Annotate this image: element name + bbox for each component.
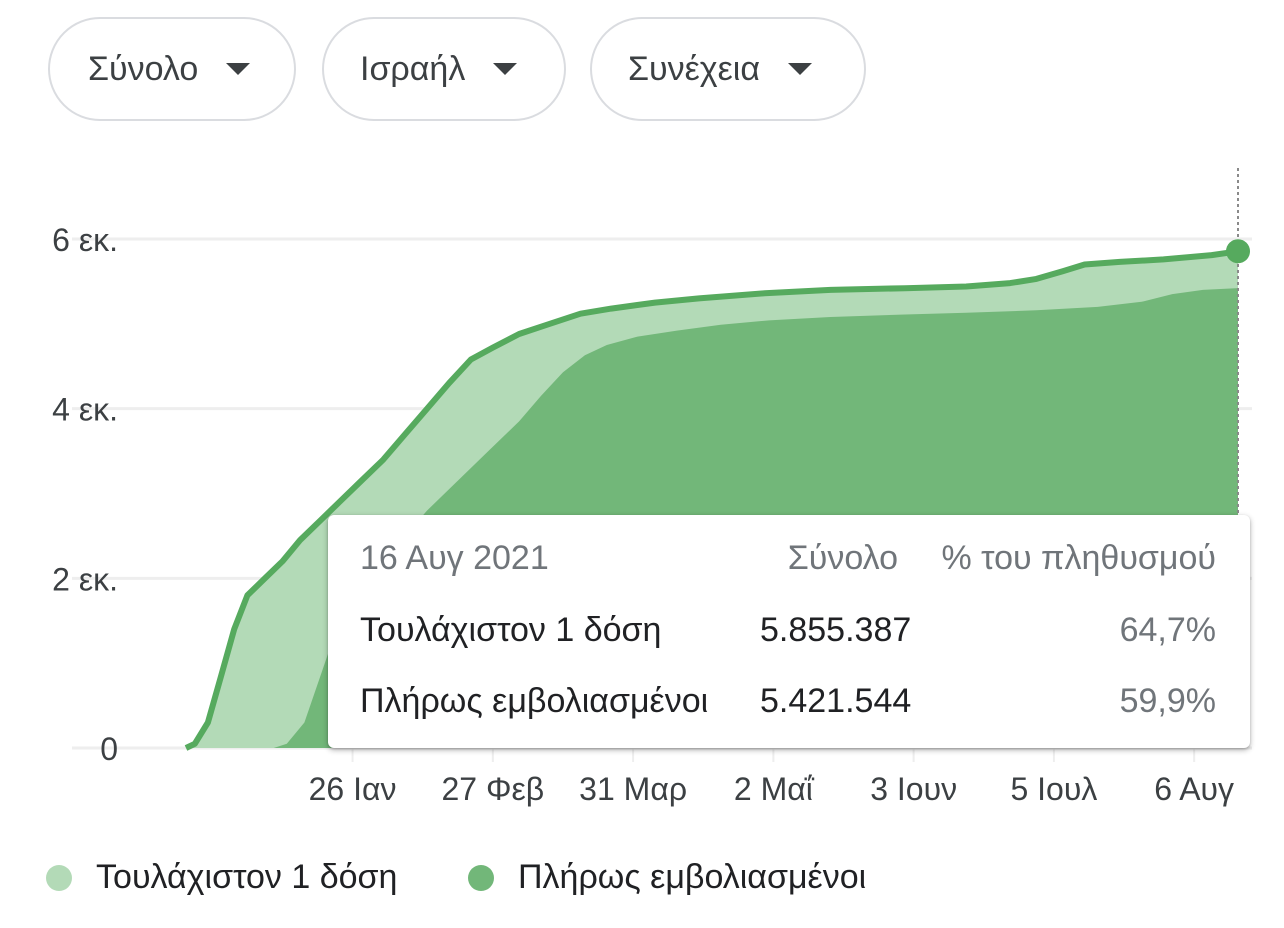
tooltip-row-pct: 59,9% (1119, 682, 1216, 720)
y-tick-label: 2 εκ. (52, 561, 118, 597)
metric-dropdown[interactable]: Σύνολο (48, 17, 296, 121)
y-tick-label: 4 εκ. (52, 392, 118, 428)
tooltip-row-total: 5.855.387 (760, 611, 912, 649)
tooltip-row-pct: 64,7% (1119, 611, 1216, 649)
legend-label: Πλήρως εμβολιασμένοι (518, 858, 867, 896)
tooltip-row-label: Πλήρως εμβολιασμένοι (360, 682, 709, 720)
tooltip: 16 Αυγ 2021 Σύνολο % του πληθυσμού Τουλά… (328, 515, 1250, 748)
legend-label: Τουλάχιστον 1 δόση (96, 858, 398, 896)
legend-item-fully-vaccinated[interactable]: Πλήρως εμβολιασμένοι (468, 858, 866, 897)
tooltip-row-label: Τουλάχιστον 1 δόση (360, 611, 662, 649)
x-tick-label: 31 Μαρ (579, 771, 687, 807)
x-tick-label: 27 Φεβ (441, 771, 544, 807)
x-tick-label: 3 Ιουν (870, 771, 957, 807)
tooltip-date: 16 Αυγ 2021 (360, 539, 549, 577)
caret-down-icon (493, 63, 518, 75)
x-tick-label: 26 Ιαν (309, 771, 397, 807)
line-at-least-one-dose (184, 248, 1239, 751)
location-dropdown[interactable]: Ισραήλ (322, 17, 566, 121)
tooltip-row-total: 5.421.544 (760, 682, 912, 720)
x-tick-label: 5 Ιουλ (1010, 771, 1097, 807)
timeframe-dropdown[interactable]: Συνέχεια (590, 17, 866, 121)
axis-labels: 0 2 εκ. 4 εκ. 6 εκ. 26 Ιαν 27 Φεβ 31 Μαρ 2 Μαΐ 3… (52, 222, 1234, 807)
legend-item-at-least-one-dose[interactable]: Τουλάχιστον 1 δόση (46, 858, 397, 897)
x-tick-label: 2 Μαΐ (734, 771, 815, 807)
legend-swatch-icon (468, 864, 494, 891)
y-tick-label: 6 εκ. (52, 222, 118, 258)
timeframe-dropdown-label: Συνέχεια (628, 49, 760, 88)
metric-dropdown-label: Σύνολο (88, 49, 199, 88)
hover-point (1226, 239, 1250, 264)
x-tick-label: 6 Αυγ (1154, 771, 1234, 807)
tooltip-header-pct: % του πληθυσμού (941, 539, 1216, 577)
location-dropdown-label: Ισραήλ (360, 49, 466, 88)
tooltip-header-total: Σύνολο (787, 539, 898, 577)
caret-down-icon (226, 63, 251, 75)
legend-swatch-icon (46, 864, 72, 891)
caret-down-icon (787, 63, 812, 75)
y-tick-label: 0 (100, 731, 118, 767)
